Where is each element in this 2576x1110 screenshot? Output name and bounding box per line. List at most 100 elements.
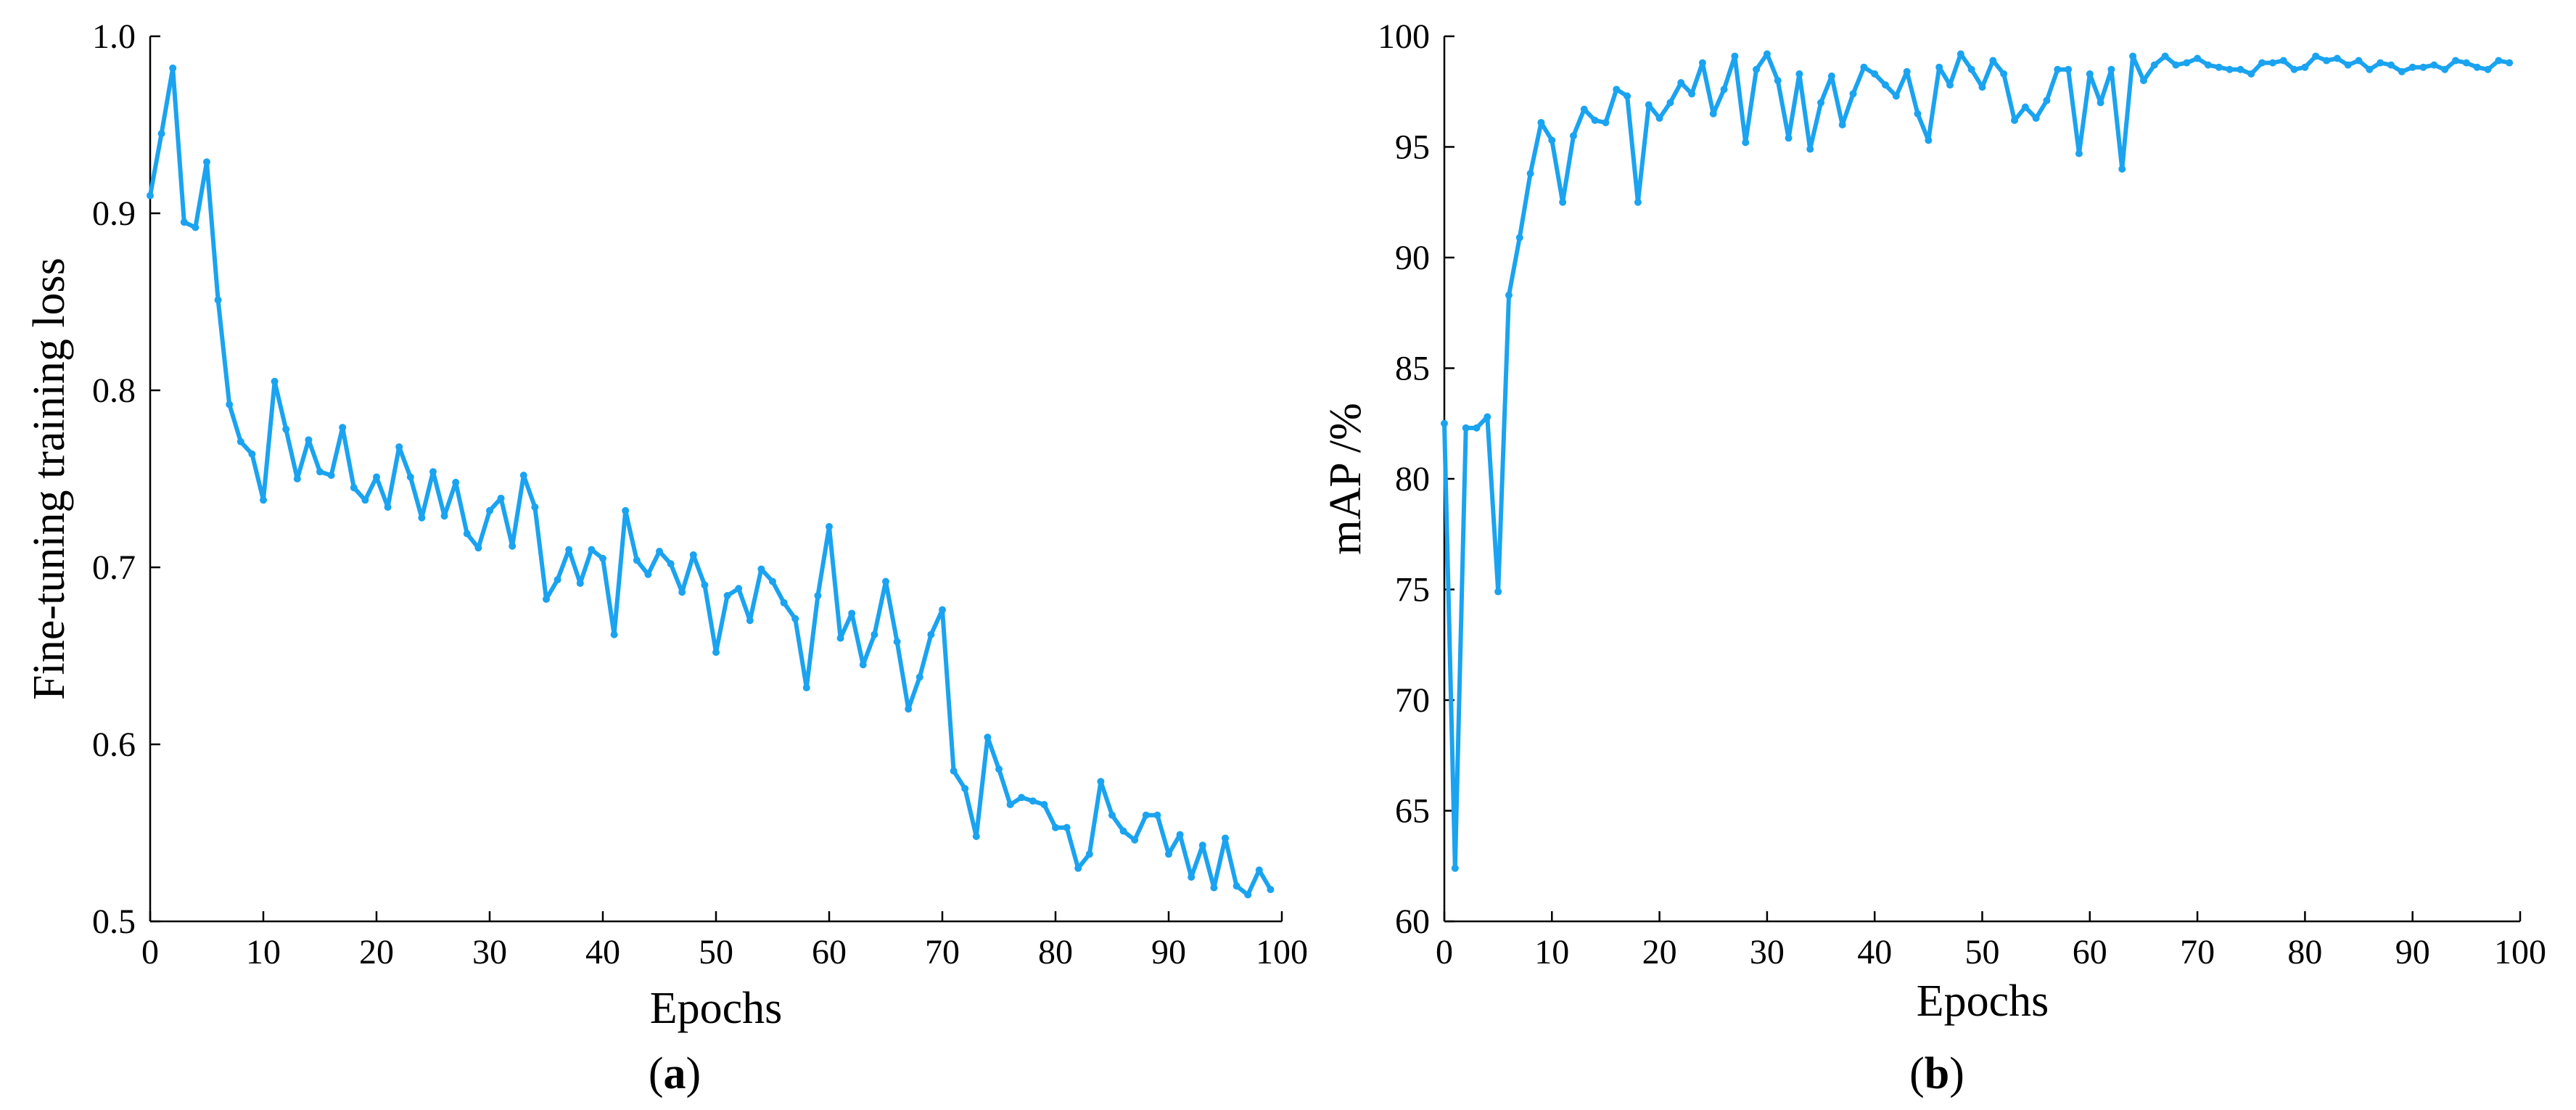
data-point (2506, 59, 2514, 67)
data-point (633, 556, 641, 564)
data-point (316, 468, 324, 476)
data-point (2290, 65, 2298, 73)
data-point (361, 496, 369, 504)
data-point (531, 503, 539, 511)
data-point (1569, 132, 1577, 140)
data-point (1827, 72, 1835, 80)
data-point (2215, 63, 2223, 71)
tick-group: 0 10 20 30 40 50 60 70 80 90 100 0.5 0.6 0.7 0.8 0.9 1.0 (92, 17, 1308, 971)
data-point (2065, 65, 2073, 73)
data-point (1613, 86, 1621, 94)
data-point (2161, 52, 2169, 60)
data-point (893, 638, 901, 646)
data-point (1967, 65, 1975, 73)
data-point (1188, 873, 1196, 881)
data-point (2441, 65, 2449, 73)
data-point (2333, 54, 2341, 62)
data-point (1914, 110, 1922, 118)
data-point (565, 546, 573, 554)
x-tick-label: 50 (1965, 933, 2000, 971)
x-tick-label: 60 (812, 933, 847, 971)
data-point (1709, 110, 1717, 118)
data-point (1602, 118, 1610, 126)
data-point (2118, 165, 2126, 173)
data-point (757, 565, 765, 573)
x-tick-label: 90 (1151, 933, 1186, 971)
data-point (1989, 57, 1997, 65)
data-point (972, 832, 980, 840)
data-point (1838, 121, 1846, 128)
data-point (1537, 118, 1545, 126)
data-point (984, 733, 992, 741)
data-point (1451, 864, 1459, 872)
data-point (1548, 136, 1556, 144)
y-tick-label: 75 (1395, 571, 1430, 609)
data-point (2473, 63, 2481, 71)
data-point (1731, 52, 1739, 60)
y-tick-label: 0.8 (92, 371, 136, 410)
data-point (814, 592, 822, 600)
data-point (497, 494, 505, 502)
x-tick-label: 40 (585, 933, 620, 971)
x-tick-label: 0 (1436, 933, 1453, 971)
data-point (519, 472, 527, 480)
series-layer (1441, 50, 2514, 872)
data-point (157, 130, 165, 138)
data-point (1871, 70, 1879, 78)
data-point (2495, 57, 2503, 65)
data-point (1176, 831, 1184, 839)
data-point (1515, 234, 1523, 242)
data-point (2021, 103, 2029, 111)
series-line (1442, 52, 2512, 871)
data-point (2054, 65, 2062, 73)
data-point (543, 595, 550, 603)
data-point (2032, 114, 2040, 122)
data-point (1462, 424, 1470, 432)
data-point (2279, 57, 2287, 65)
y-tick-label: 60 (1395, 903, 1430, 941)
data-point (723, 592, 731, 600)
data-point (1255, 866, 1263, 874)
data-point (1559, 198, 1567, 206)
data-point (2183, 59, 2191, 67)
data-point (1849, 90, 1857, 98)
panel-label-close: ) (1949, 1049, 1964, 1098)
panel-label-close: ) (686, 1049, 701, 1098)
data-point (1097, 778, 1105, 786)
data-point (2236, 65, 2244, 73)
data-point (656, 548, 663, 556)
data-point (2194, 54, 2202, 62)
data-point (2204, 61, 2212, 69)
data-point (2398, 67, 2406, 75)
data-point (226, 400, 234, 408)
data-point (905, 705, 913, 713)
data-point (1580, 105, 1588, 113)
data-point (248, 450, 256, 458)
data-point (2355, 57, 2363, 65)
data-point (1494, 588, 1502, 596)
data-point (282, 425, 290, 433)
data-point (1882, 81, 1890, 89)
data-point (2139, 77, 2147, 84)
y-tick-label: 0.9 (92, 194, 136, 233)
tick-group: 0 10 20 30 40 50 60 70 80 90 100 60 65 70 75 80 85 90 95 10… (1378, 17, 2546, 971)
data-point (1222, 834, 1229, 842)
data-point (2086, 70, 2094, 78)
data-point (2323, 57, 2331, 65)
data-point (2419, 63, 2427, 71)
data-point (1666, 99, 1674, 107)
data-point (939, 606, 946, 614)
x-axis-title: Epochs (1917, 977, 2049, 1026)
data-point (1233, 882, 1240, 890)
data-point (463, 530, 471, 538)
data-point (859, 661, 867, 669)
data-point (169, 64, 177, 72)
data-point (486, 506, 493, 514)
data-point (1978, 83, 1986, 91)
data-point (1903, 67, 1911, 75)
y-tick-label: 80 (1395, 460, 1430, 498)
data-point (2268, 59, 2276, 67)
data-point (339, 424, 347, 432)
